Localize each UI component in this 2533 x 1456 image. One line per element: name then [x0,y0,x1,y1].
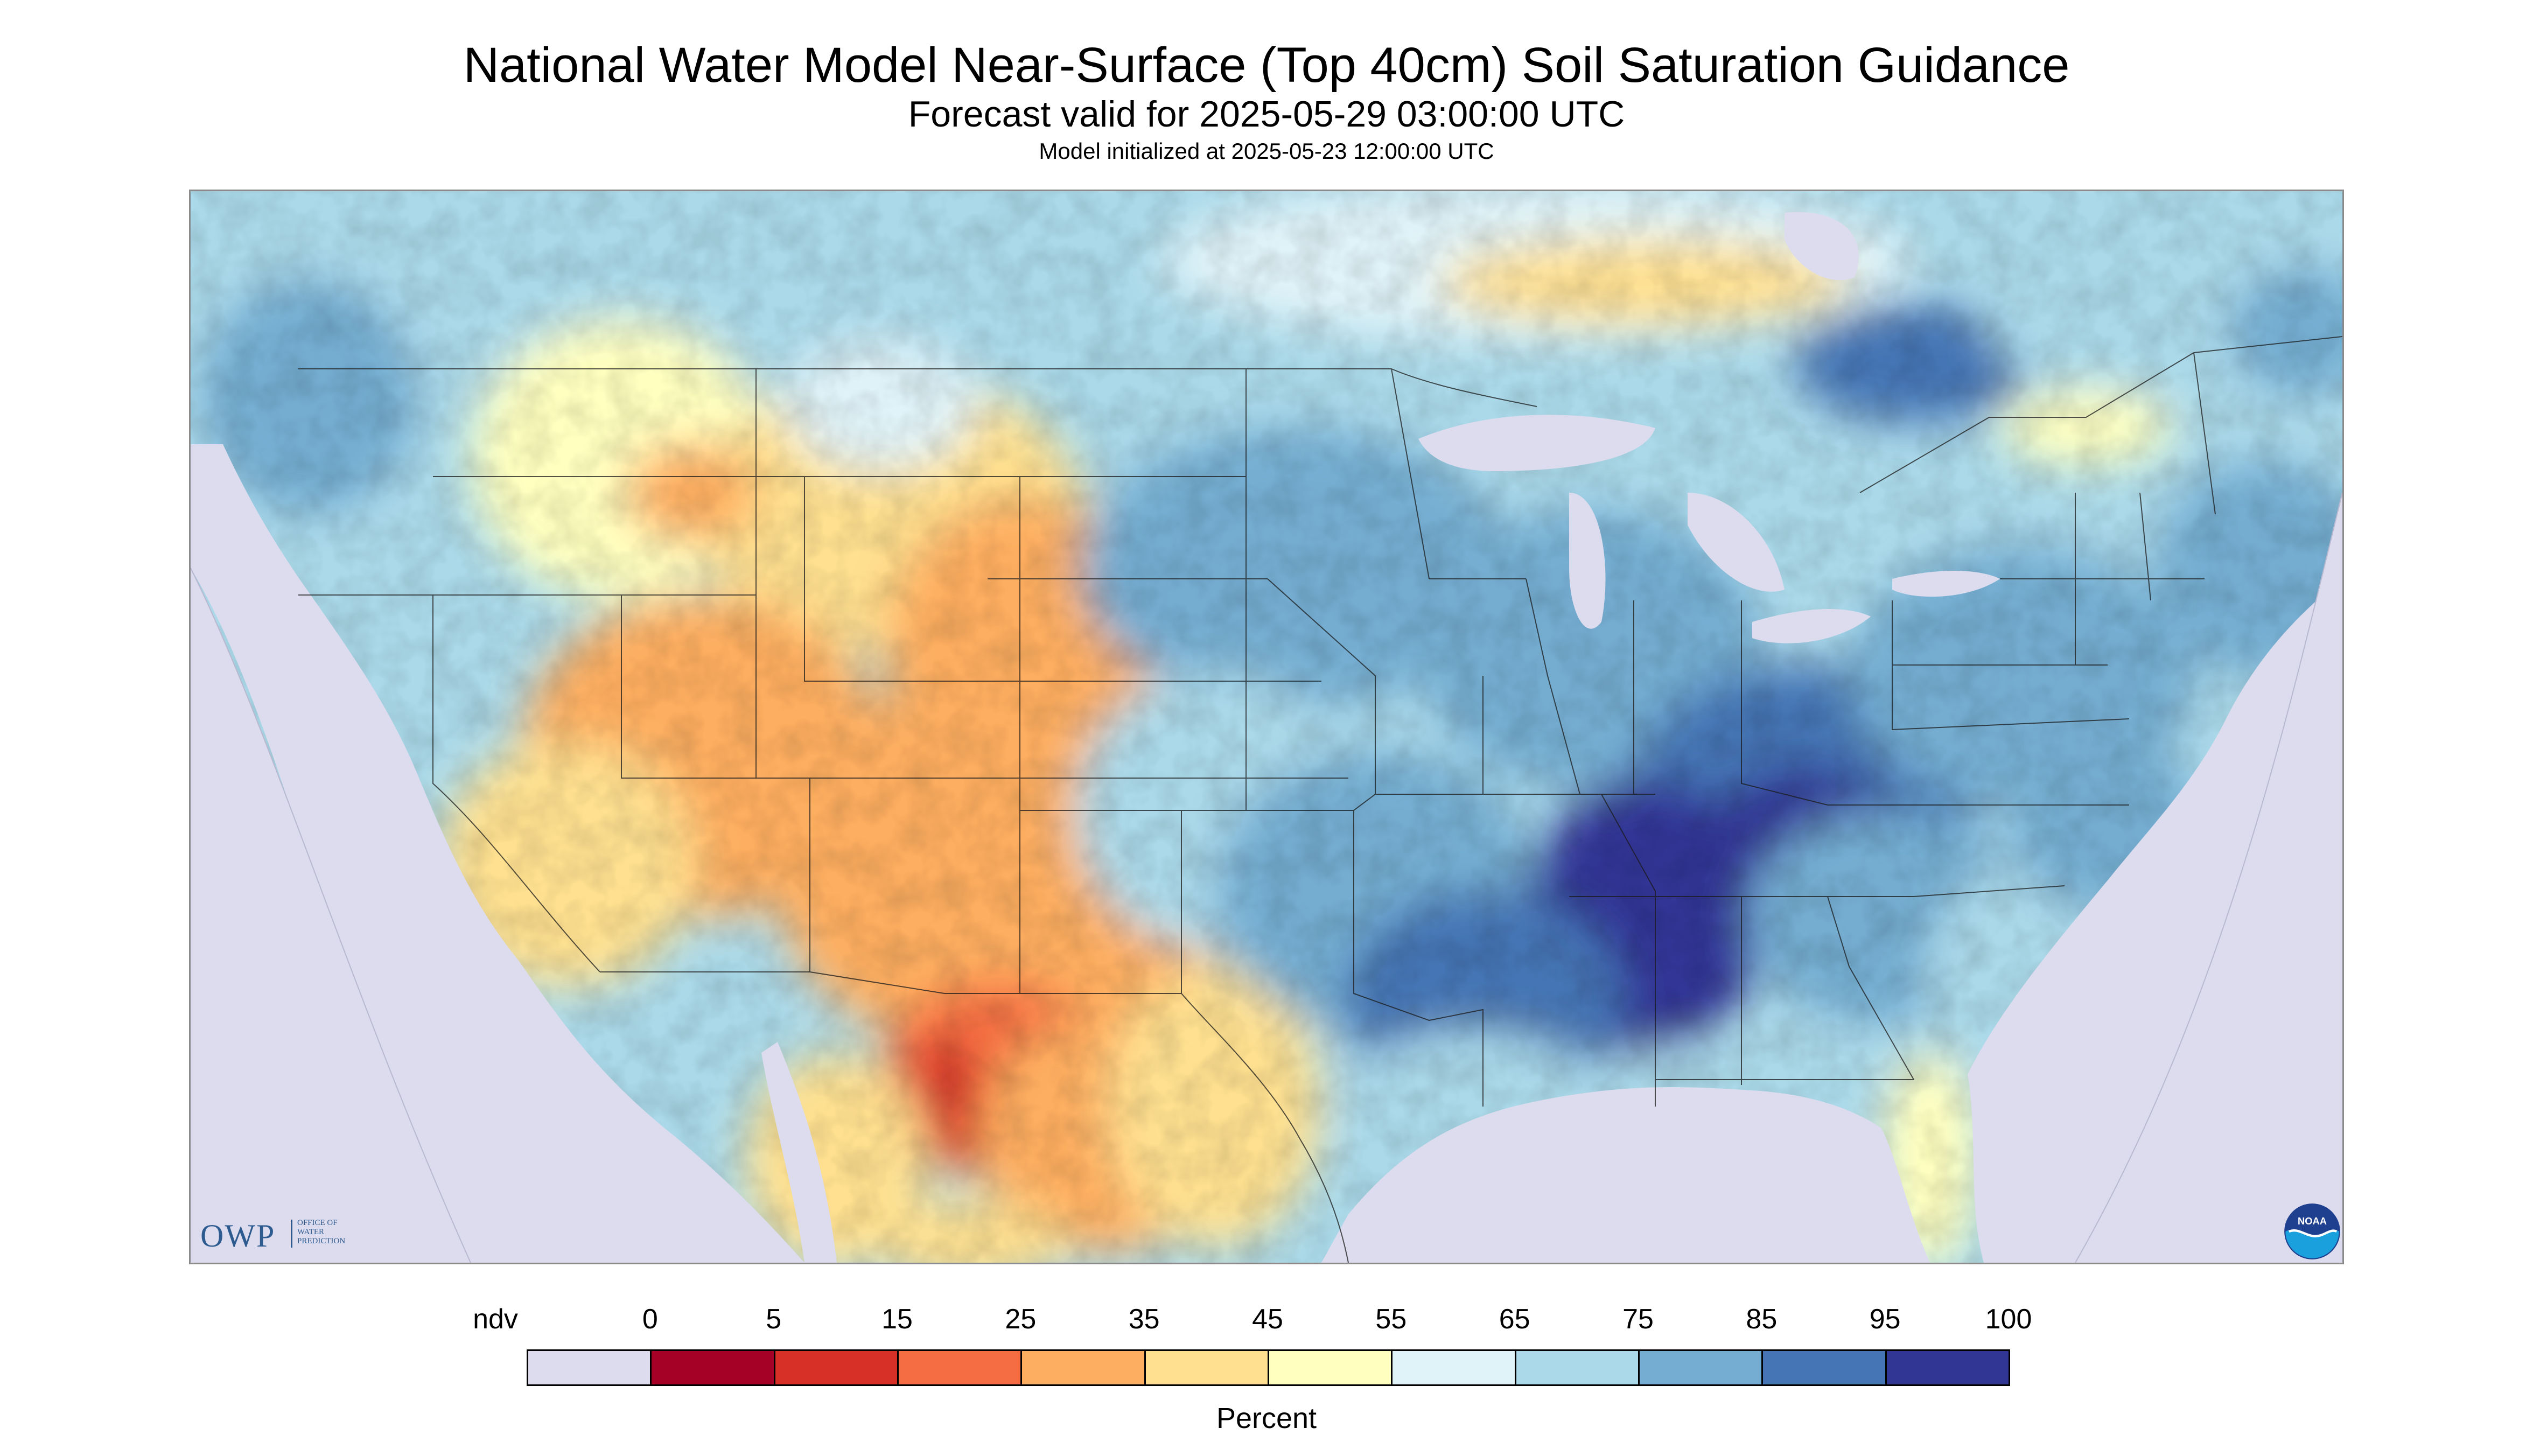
gulf-of-california [761,1042,837,1263]
gulf-of-mexico [1321,1087,1930,1263]
legend-swatch [1761,1349,1887,1386]
legend-swatch [650,1349,775,1386]
lake-huron [1688,493,1785,592]
owp-logo-text: OWP [200,1218,276,1254]
lake-erie [1752,609,1871,643]
pacific-ocean [191,444,804,1263]
legend-swatch [1514,1349,1640,1386]
svg-text:NOAA: NOAA [2298,1215,2327,1227]
lake-michigan [1569,493,1606,629]
legend-swatch [1885,1349,2010,1386]
chart-subtitle: Forecast valid for 2025-05-29 03:00:00 U… [908,94,1625,135]
soil-saturation-map: OWP OFFICE OF WATER PREDICTION NOAA [189,190,2344,1264]
legend-swatch [897,1349,1023,1386]
owp-logo-subtext: OFFICE OF WATER PREDICTION [297,1219,346,1245]
owp-logo-divider [291,1220,292,1248]
owp-logo: OWP OFFICE OF WATER PREDICTION [200,1214,373,1254]
james-bay [1785,212,1859,281]
legend-swatch [527,1349,652,1386]
legend-swatch [1268,1349,1393,1386]
color-legend: ndv 0 5 15 25 35 45 55 65 75 85 95 100 Percent [0,1287,2533,1448]
lake-ontario [1892,571,2000,597]
legend-swatch [1638,1349,1764,1386]
legend-tick-label: 75 [1622,1304,1654,1335]
legend-tick-label: 65 [1499,1304,1530,1335]
legend-swatch [773,1349,899,1386]
legend-tick-label: 25 [1005,1304,1037,1335]
legend-tick-label: 95 [1869,1304,1901,1335]
legend-tick-label: 15 [881,1304,913,1335]
legend-tick-label: 35 [1128,1304,1160,1335]
legend-tick-label: 0 [642,1304,658,1335]
noaa-logo: NOAA [2284,1203,2340,1259]
legend-swatch [1144,1349,1269,1386]
lake-superior [1418,415,1655,471]
chart-title: National Water Model Near-Surface (Top 4… [463,38,2070,93]
legend-tick-label: 55 [1375,1304,1407,1335]
state-boundaries [298,336,2342,1263]
legend-tick-label: ndv [473,1304,518,1335]
legend-swatch [1391,1349,1516,1386]
legend-tick-label: 45 [1252,1304,1283,1335]
legend-tick-label: 5 [766,1304,782,1335]
legend-swatch [1020,1349,1146,1386]
legend-tick-label: 85 [1746,1304,1778,1335]
legend-tick-label: 100 [1985,1304,2032,1335]
model-init-note: Model initialized at 2025-05-23 12:00:00… [1039,138,1494,164]
legend-unit: Percent [1216,1402,1317,1434]
